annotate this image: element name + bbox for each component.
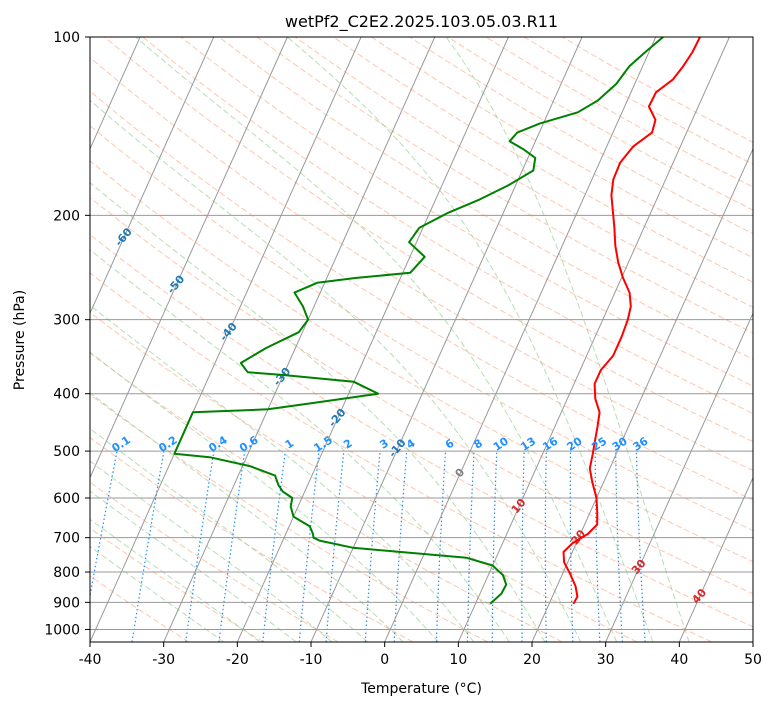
dry-adiabat xyxy=(90,234,753,628)
x-tick-label: -40 xyxy=(79,652,102,668)
x-tick-label: 40 xyxy=(670,652,688,668)
x-axis-title: Temperature (°C) xyxy=(360,681,482,697)
mixing-ratio-line xyxy=(262,451,286,642)
skewed-isotherms xyxy=(0,37,753,642)
mixing-ratio-lines xyxy=(90,450,646,642)
isotherm-line xyxy=(0,37,66,642)
moist-adiabat xyxy=(90,304,475,642)
x-tick-label: -10 xyxy=(300,652,323,668)
moist-adiabat xyxy=(90,518,261,642)
isotherm-line xyxy=(163,37,436,642)
dry-adiabat xyxy=(90,352,563,642)
mixing-ratio-line xyxy=(325,451,345,642)
dry-adiabat xyxy=(294,37,753,308)
moist-adiabat xyxy=(90,460,333,642)
x-tick-label: 10 xyxy=(449,652,467,668)
isotherm-line xyxy=(90,37,362,642)
y-axis: 1000 900 800 700 600 500 400 300 200 100 xyxy=(44,30,90,638)
dry-adiabat xyxy=(142,37,753,415)
y-tick-label: 700 xyxy=(53,531,80,547)
x-tick-label: 0 xyxy=(380,652,389,668)
isotherm-label: -70 xyxy=(61,176,84,200)
mixing-ratio-line xyxy=(185,451,215,642)
dry-adiabat xyxy=(90,160,753,563)
isotherm-line xyxy=(752,640,753,642)
y-tick-label: 300 xyxy=(53,313,80,329)
temperature-line xyxy=(562,37,701,605)
plot-area xyxy=(90,37,753,642)
y-tick-label: 900 xyxy=(53,595,80,611)
plot-frame xyxy=(89,36,754,643)
isotherm-line xyxy=(90,37,288,479)
y-tick-label: 400 xyxy=(53,387,80,403)
isotherm-label: -80 xyxy=(6,132,29,156)
moist-adiabat xyxy=(286,37,654,642)
dry-adiabat xyxy=(90,394,488,642)
dry-adiabat xyxy=(90,90,753,501)
dry-adiabat xyxy=(90,481,339,642)
y-axis-title: Pressure (hPa) xyxy=(12,290,28,390)
x-tick-label: 30 xyxy=(597,652,615,668)
isotherm-line xyxy=(90,37,215,315)
moist-adiabat xyxy=(90,99,582,642)
mixing-ratio-line xyxy=(218,451,246,642)
dry-adiabat xyxy=(90,56,753,472)
y-tick-label: 200 xyxy=(53,208,80,224)
pressure-gridlines xyxy=(90,37,753,630)
dewpoint-line xyxy=(173,37,664,605)
moist-adiabat xyxy=(445,37,690,642)
x-axis: -40 -30 -20 -10 0 10 20 30 40 50 xyxy=(79,642,762,668)
dry-adiabat xyxy=(256,37,753,334)
dry-adiabats xyxy=(90,37,753,642)
y-tick-label: 1000 xyxy=(44,622,80,638)
y-tick-label: 600 xyxy=(53,491,80,507)
isotherm-line xyxy=(678,476,753,642)
y-tick-label: 800 xyxy=(53,565,80,581)
dry-adiabat xyxy=(90,575,190,642)
moist-adiabat xyxy=(90,428,369,642)
isotherm-line xyxy=(457,37,730,642)
moist-adiabat xyxy=(90,249,510,642)
profile-lines xyxy=(173,37,701,605)
dry-adiabat xyxy=(333,37,753,283)
x-tick-label: 20 xyxy=(523,652,541,668)
dry-adiabat xyxy=(90,311,638,642)
isotherm-line xyxy=(310,37,583,642)
moist-adiabat xyxy=(90,392,404,642)
isotherm-line xyxy=(384,37,657,642)
x-tick-label: -30 xyxy=(152,652,175,668)
x-tick-label: -20 xyxy=(226,652,249,668)
mixing-ratio-line xyxy=(364,451,381,642)
dry-adiabat xyxy=(218,37,753,360)
dry-adiabat xyxy=(104,37,753,443)
y-tick-label: 100 xyxy=(53,30,80,46)
isotherm-line xyxy=(236,37,509,642)
dry-adiabat xyxy=(90,125,753,532)
dry-adiabat xyxy=(90,272,712,642)
y-tick-label: 500 xyxy=(53,444,80,460)
x-tick-label: 50 xyxy=(744,652,762,668)
chart-title: wetPf2_C2E2.2025.103.05.03.R11 xyxy=(285,12,558,32)
mixing-ratio-line xyxy=(298,451,320,642)
moist-adiabat xyxy=(90,545,225,642)
moist-adiabat xyxy=(90,351,439,642)
isotherm-line xyxy=(90,37,141,151)
moist-adiabat xyxy=(90,182,546,642)
isotherm-line xyxy=(605,311,753,642)
dry-adiabat xyxy=(180,37,753,387)
